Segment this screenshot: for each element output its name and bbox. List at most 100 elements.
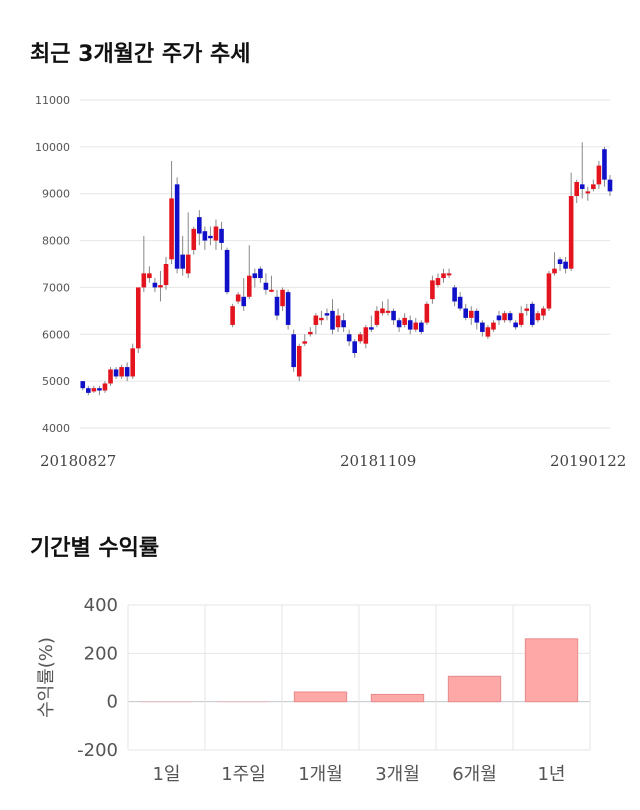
candle-body	[324, 313, 330, 316]
candle-body	[235, 294, 241, 302]
candle-body	[147, 273, 152, 279]
candle-body	[530, 303, 535, 325]
candle-body	[202, 231, 208, 241]
x-tick-label: 3개월	[375, 764, 420, 785]
candle-body	[557, 259, 563, 264]
candle-body	[258, 268, 263, 279]
candle-body	[341, 320, 346, 328]
candle-body	[430, 280, 435, 300]
candle-body	[197, 217, 202, 234]
candle-body	[374, 310, 380, 325]
candle-body	[119, 367, 124, 377]
candle-body	[313, 315, 319, 325]
candle-body	[141, 273, 147, 288]
x-tick-label: 1년	[537, 764, 565, 785]
candle-body	[396, 320, 402, 328]
bar	[524, 638, 579, 703]
candlestick-chart: 11000 10000 9000 8000 7000 6000 5000 4000 201808…	[35, 94, 626, 470]
candle-body	[296, 346, 302, 377]
candle-body	[435, 278, 441, 286]
candle-body	[385, 310, 391, 313]
candle-body	[91, 388, 97, 392]
candle-body	[185, 254, 191, 274]
y-tick-label: 4000	[42, 422, 70, 435]
candle-body	[424, 303, 430, 323]
candle-body	[108, 369, 113, 384]
x-tick-label: 1주일	[221, 764, 266, 785]
bar	[217, 701, 270, 703]
candle-body	[274, 296, 280, 316]
y-tick-label: 5000	[42, 375, 70, 388]
candle-body	[180, 254, 185, 269]
candle-body	[452, 287, 457, 302]
candle-body	[363, 327, 369, 344]
candle-body	[380, 308, 385, 314]
candle-body	[524, 308, 530, 311]
x-tick-label: 20190122	[550, 452, 626, 470]
candle-body	[97, 388, 102, 391]
x-tick-label: 20180827	[40, 452, 116, 470]
candle-body	[446, 273, 452, 276]
candle-body	[308, 331, 313, 335]
candle-body	[208, 235, 213, 239]
price-trend-title: 최근 3개월간 주가 추세	[30, 42, 251, 67]
y-tick-label: 400	[84, 595, 118, 616]
candle-body	[468, 310, 474, 318]
candle-body	[441, 273, 446, 279]
y-tick-label: 200	[84, 643, 118, 664]
candle-body	[158, 285, 163, 288]
x-tick-label: 20181109	[340, 452, 416, 470]
y-tick-label: 8000	[42, 235, 70, 248]
candle-body	[169, 198, 174, 260]
candle-body	[463, 308, 469, 318]
candle-body	[174, 184, 180, 269]
candle-body	[352, 341, 358, 354]
candle-body	[252, 273, 258, 279]
candle-body	[191, 228, 197, 250]
candle-body	[246, 275, 252, 297]
bar	[140, 701, 193, 703]
candle-body	[319, 317, 324, 321]
candle-body	[285, 292, 291, 325]
bar	[293, 691, 348, 703]
candle-body	[302, 341, 308, 344]
candle-body	[124, 367, 130, 377]
candle-body	[241, 296, 247, 307]
candle-body	[574, 182, 580, 197]
candle-body	[330, 310, 335, 330]
y-tick-label: 0	[107, 692, 118, 713]
candle-body	[513, 322, 518, 328]
candle-body	[102, 383, 108, 391]
candle-body	[535, 313, 541, 321]
bar	[447, 675, 502, 703]
candle-body	[224, 249, 230, 293]
candle-body	[335, 315, 341, 328]
y-tick-label: 11000	[35, 94, 70, 107]
candle-body	[280, 289, 285, 307]
candle-body	[86, 388, 91, 393]
candle-body	[507, 313, 513, 321]
candle-body	[391, 310, 396, 321]
candle-body	[130, 348, 136, 377]
candle-body	[491, 322, 496, 330]
y-axis-label: 수익률(%)	[36, 637, 57, 718]
candle-body	[502, 313, 507, 321]
candle-body	[402, 317, 407, 325]
x-tick-label: 1일	[152, 764, 180, 785]
candle-body	[269, 289, 274, 292]
y-tick-label: 9000	[42, 188, 70, 201]
candle-body	[518, 313, 524, 325]
candle-body	[596, 165, 602, 185]
candle-body	[219, 228, 224, 243]
candle-body	[591, 184, 596, 190]
candle-body	[213, 226, 219, 241]
candle-body	[457, 296, 463, 309]
candle-body	[413, 322, 419, 330]
candle-body	[357, 334, 363, 342]
candle-body	[485, 327, 491, 337]
x-tick-label: 1개월	[298, 764, 343, 785]
candle-body	[113, 369, 119, 377]
candle-body	[480, 322, 485, 332]
y-tick-label: 6000	[42, 328, 70, 341]
candle-body	[474, 310, 480, 323]
